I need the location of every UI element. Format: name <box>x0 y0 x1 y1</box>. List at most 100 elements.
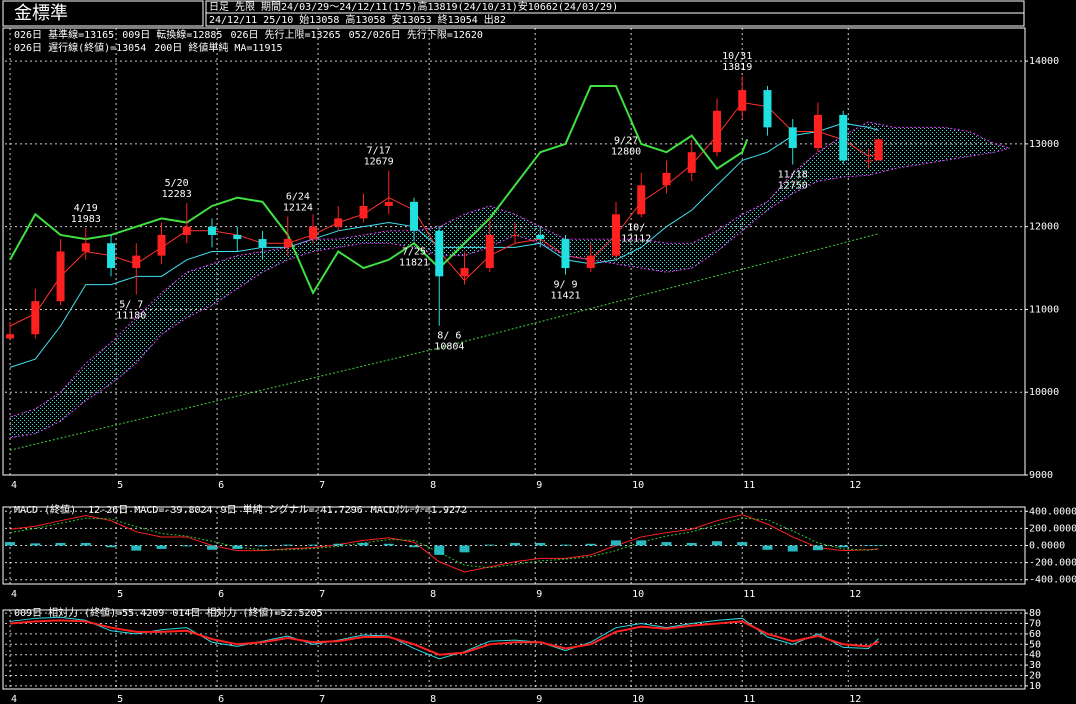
x-tick-label: 6 <box>218 694 224 704</box>
x-tick-label: 4 <box>11 694 17 704</box>
y-tick-label: 12000 <box>1029 222 1059 233</box>
x-tick-label: 5 <box>117 589 123 600</box>
legend-entry: 026日 基準線=13165 <box>14 28 114 41</box>
candle-body <box>511 234 519 236</box>
histogram-bar <box>560 544 571 546</box>
candle-body <box>384 201 393 206</box>
legend-entry: 009日 転換線=12885 <box>122 28 222 41</box>
y-tick-label: 11000 <box>1029 304 1059 315</box>
histogram-bar <box>661 542 672 546</box>
histogram-bar <box>282 544 293 546</box>
annotation-value: 11821 <box>399 257 429 268</box>
histogram-bar <box>585 543 596 546</box>
histogram-bar <box>30 543 41 546</box>
x-tick-label: 5 <box>117 480 123 491</box>
y-tick-label: 10 <box>1029 681 1041 692</box>
x-tick-label: 9 <box>536 589 542 600</box>
x-tick-label: 11 <box>743 694 755 704</box>
annotation-value: 12124 <box>283 202 313 213</box>
annotation-value: 12800 <box>611 146 641 157</box>
legend-entry: 009日 相対力 (終値)=55.4209 <box>14 606 164 619</box>
candle-body <box>637 185 646 215</box>
x-tick-label: 10 <box>632 694 644 704</box>
series-line <box>9 84 749 296</box>
y-tick-label: 60 <box>1029 629 1041 640</box>
x-tick-label: 7 <box>319 694 325 704</box>
histogram-bar <box>383 543 394 546</box>
candle-body <box>712 110 721 153</box>
x-tick-label: 4 <box>11 589 17 600</box>
annotation-value: 12283 <box>162 189 192 200</box>
candle-body <box>586 255 595 269</box>
series-line <box>9 122 879 368</box>
histogram-bar <box>156 545 167 549</box>
histogram-bar <box>434 545 445 555</box>
candle-body <box>132 255 141 269</box>
candle-body <box>687 152 696 173</box>
histogram-bar <box>610 540 621 546</box>
legend-entry: 200日 終値単純 MA=11915 <box>154 41 282 54</box>
x-tick-label: 12 <box>849 694 861 704</box>
y-tick-label: 0.0000 <box>1029 541 1065 552</box>
histogram-bar <box>636 540 647 546</box>
info-line: 日足 先限 期間24/03/29～24/12/11(175)高13819(24/… <box>209 0 618 13</box>
histogram-bar <box>863 545 874 546</box>
x-tick-label: 9 <box>536 694 542 704</box>
candle-body <box>485 234 494 269</box>
candle-body <box>182 226 191 235</box>
panel-frame <box>2 27 1026 476</box>
x-tick-label: 12 <box>849 589 861 600</box>
candle-body <box>788 127 797 149</box>
histogram-bar <box>55 542 66 546</box>
histogram-bar <box>838 545 849 548</box>
histogram-bar <box>711 541 722 546</box>
histogram-bar <box>873 545 884 546</box>
histogram-bar <box>106 545 117 548</box>
annotation-value: 12750 <box>778 181 808 192</box>
annotation-date: 4/19 <box>74 203 98 214</box>
y-tick-label: 50 <box>1029 639 1041 650</box>
histogram-bar <box>308 544 319 546</box>
annotation-date: 5/ 7 <box>119 300 143 311</box>
histogram-bar <box>409 545 420 548</box>
x-tick-label: 9 <box>536 480 542 491</box>
candle-body <box>258 239 267 248</box>
candle-body <box>611 214 620 256</box>
annotation-value: 12112 <box>621 233 651 244</box>
histogram-bar <box>232 545 243 549</box>
legend-entry: 12-26日 MACD=-39.8024 <box>88 505 212 516</box>
title-box <box>2 0 204 27</box>
candle-body <box>283 239 292 248</box>
candle-body <box>561 239 570 269</box>
chart-title: 金標準 <box>14 3 68 24</box>
histogram-bar <box>131 545 142 551</box>
annotation-date: 9/27 <box>614 135 638 146</box>
histogram-bar <box>762 545 773 550</box>
y-tick-label: -400.0000 <box>1029 575 1076 586</box>
candle-body <box>536 234 545 240</box>
histogram-bar <box>333 543 344 546</box>
histogram-bar <box>459 545 470 553</box>
annotation-date: 10/ <box>627 222 645 233</box>
panel-title: MACD (終値) <box>14 503 76 516</box>
x-tick-label: 7 <box>319 480 325 491</box>
candle-body <box>233 234 242 240</box>
y-tick-label: 10000 <box>1029 387 1059 398</box>
histogram-bar <box>787 545 798 552</box>
y-tick-label: 200.0000 <box>1029 523 1076 534</box>
y-tick-label: 20 <box>1029 670 1041 681</box>
candle-body <box>359 205 368 219</box>
y-tick-label: -200.0000 <box>1029 558 1076 569</box>
y-tick-label: 40 <box>1029 650 1041 661</box>
legend-entry: 052/026日 先行下限=12620 <box>349 28 483 41</box>
y-tick-label: 400.0000 <box>1029 506 1076 517</box>
candle-body <box>157 234 166 256</box>
info-line: 24/12/11 25/10 始13058 高13058 安13053 終130… <box>209 13 506 26</box>
candle-body <box>874 139 883 161</box>
annotation-date: 6/24 <box>286 191 310 202</box>
legend-entry: 9日 単純 シグナル=-41.7296 <box>221 503 363 516</box>
candle-body <box>107 243 116 269</box>
candle-body <box>460 268 469 277</box>
legend-entry: 026日 先行上限=13265 <box>230 28 340 41</box>
candle-body <box>31 301 40 335</box>
